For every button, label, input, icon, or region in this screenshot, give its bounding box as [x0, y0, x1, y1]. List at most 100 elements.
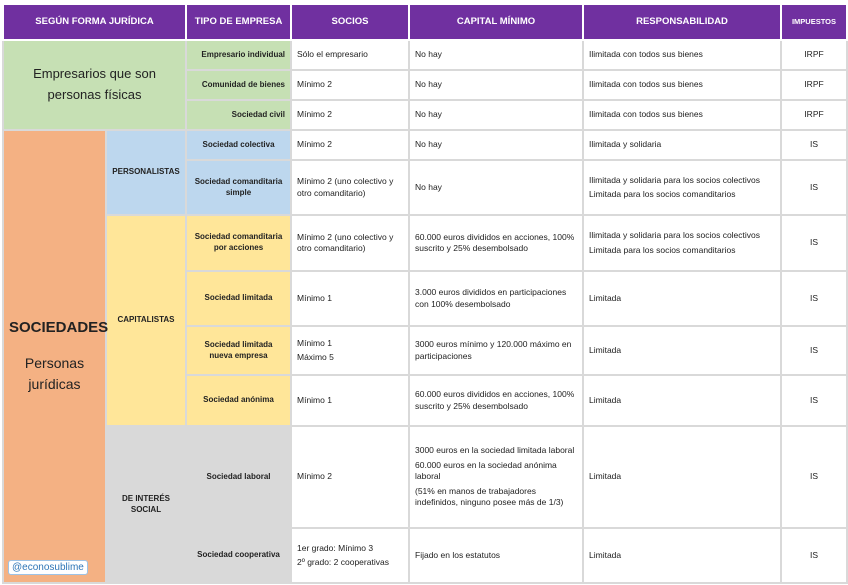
tipo-cell: Sociedad anónima	[185, 374, 292, 427]
socios-cell-line: Mínimo 1	[297, 394, 332, 405]
tipo-cell: Sociedad comanditaria simple	[185, 159, 292, 216]
socios-cell: Mínimo 1	[290, 270, 410, 327]
responsabilidad-cell: Limitada	[582, 527, 782, 584]
responsabilidad-cell: Ilimitada con todos sus bienes	[582, 39, 782, 71]
responsabilidad-cell-line: Ilimitada y solidaria para los socios co…	[589, 174, 761, 185]
table-row: CAPITALISTAS Sociedad comanditaria por ac…	[3, 214, 848, 427]
header-responsabilidad: RESPONSABILIDAD	[582, 3, 782, 41]
impuestos-cell: IS	[780, 527, 848, 584]
socios-cell-line: Mínimo 2 (uno colectivo y otro comandita…	[297, 231, 394, 253]
responsabilidad-cell: Limitada	[582, 374, 782, 427]
table-row: Comunidad de bienes Mínimo 2 No hay Ilimita…	[3, 69, 848, 101]
capital-cell: 3.000 euros divididos en participaciones…	[408, 270, 584, 327]
socios-cell-line: Mínimo 2	[297, 79, 332, 90]
responsabilidad-cell-line: Limitada para los socios comanditarios	[589, 189, 736, 199]
impuestos-cell: IRPF	[780, 99, 848, 131]
table-row: SOCIEDADES Personas jurídicas PERSONALISTA…	[2, 129, 848, 584]
socios-cell-line: Mínimo 2	[297, 471, 332, 482]
responsabilidad-cell-line: Limitada	[589, 394, 622, 405]
capital-cell-line: 60.000 euros en la sociedad anónima labo…	[415, 459, 557, 482]
capital-cell: No hay	[408, 129, 584, 161]
impuestos-cell: IS	[780, 374, 848, 427]
socios-cell-line: Mínimo 2	[297, 109, 332, 120]
table-row: Sociedad cooperativa 1er grado: Mínimo 3 2…	[3, 527, 848, 584]
socios-cell-line: Máximo 5	[297, 352, 334, 362]
responsabilidad-cell: Ilimitada y solidaria	[582, 129, 782, 161]
personas-fisicas-cell: Empresarios que son personas físicas	[2, 39, 187, 131]
impuestos-cell: IS	[780, 214, 848, 272]
capital-cell-line: No hay	[415, 139, 442, 150]
tipo-cell: Sociedad colectiva	[185, 129, 292, 161]
capital-cell-line: 60.000 euros divididos en acciones, 100%…	[415, 231, 575, 253]
sociedades-title: SOCIEDADES	[9, 319, 109, 337]
responsabilidad-cell-line: Ilimitada con todos sus bienes	[589, 49, 703, 60]
table-row: Sociedad civil Mínimo 2 No hay Ilimitada co…	[3, 99, 848, 131]
impuestos-cell: IS	[780, 159, 848, 216]
capital-cell-line: (51% en manos de trabajadores indefinido…	[415, 485, 564, 508]
group-capitalistas: CAPITALISTAS	[105, 214, 187, 427]
socios-cell-line: Mínimo 2	[297, 139, 332, 150]
capital-cell: No hay	[408, 99, 584, 131]
responsabilidad-cell-line: Limitada para los socios comanditarios	[589, 244, 736, 255]
responsabilidad-cell: Limitada	[582, 270, 782, 327]
socios-cell: Mínimo 1 Máximo 5	[290, 325, 410, 376]
capital-cell: 60.000 euros divididos en acciones, 100%…	[408, 214, 584, 272]
capital-cell: 60.000 euros divididos en acciones, 100%…	[408, 374, 584, 427]
socios-cell: 1er grado: Mínimo 3 2º grado: 2 cooperati…	[290, 527, 410, 584]
header-forma-juridica: SEGÚN FORMA JURÍDICA	[2, 3, 187, 41]
responsabilidad-cell-line: Limitada	[589, 549, 622, 560]
capital-cell-line: No hay	[415, 49, 442, 60]
responsabilidad-cell-line: Limitada	[589, 471, 622, 482]
socios-cell: Mínimo 2 (uno colectivo y otro comandita…	[290, 214, 410, 272]
impuestos-cell: IS	[780, 325, 848, 376]
responsabilidad-cell-line: Limitada	[589, 344, 622, 355]
capital-cell: 3000 euros en la sociedad limitada labor…	[408, 425, 584, 529]
socios-cell-line: 1er grado: Mínimo 3	[297, 542, 374, 553]
tipo-cell: Sociedad limitada nueva empresa	[185, 325, 292, 376]
header-tipo: TIPO DE EMPRESA	[185, 3, 292, 41]
company-types-table: SEGÚN FORMA JURÍDICA TIPO DE EMPRESA SOC…	[2, 3, 848, 584]
sociedades-subtitle: Personas jurídicas	[24, 354, 85, 392]
responsabilidad-cell: Ilimitada y solidaria para los socios co…	[582, 214, 782, 272]
impuestos-cell: IS	[780, 129, 848, 161]
capital-cell: No hay	[408, 39, 584, 71]
socios-cell-line: Mínimo 1	[297, 292, 332, 303]
socios-cell: Mínimo 2 (uno colectivo y otro comandita…	[290, 159, 410, 216]
socios-cell-line: 2º grado: 2 cooperativas	[297, 557, 389, 567]
responsabilidad-cell: Ilimitada y solidaria para los socios co…	[582, 159, 782, 216]
sociedades-cell: SOCIEDADES Personas jurídicas	[2, 129, 109, 584]
capital-cell: No hay	[408, 159, 584, 216]
socios-cell-line: Sólo el empresario	[297, 49, 368, 60]
capital-cell-line: Fijado en los estatutos	[415, 549, 501, 560]
tipo-cell: Sociedad comanditaria por acciones	[185, 214, 292, 272]
responsabilidad-cell-line: Limitada	[589, 292, 622, 303]
tipo-cell: Sociedad cooperativa	[185, 527, 292, 584]
capital-cell-line: No hay	[415, 181, 442, 192]
socios-cell: Mínimo 2	[290, 69, 410, 101]
responsabilidad-cell-line: Ilimitada y solidaria	[589, 139, 662, 150]
tipo-cell: Sociedad limitada	[185, 270, 292, 327]
responsabilidad-cell-line: Ilimitada con todos sus bienes	[589, 109, 703, 120]
group-personalistas: PERSONALISTAS	[105, 129, 187, 216]
responsabilidad-cell: Limitada	[582, 325, 782, 376]
responsabilidad-cell: Limitada	[582, 425, 782, 529]
capital-cell: Fijado en los estatutos	[408, 527, 584, 584]
impuestos-cell: IS	[780, 425, 848, 529]
impuestos-cell: IRPF	[780, 39, 848, 71]
capital-cell-line: 3000 euros mínimo y 120.000 máximo en pa…	[415, 339, 572, 361]
socios-cell: Mínimo 2	[290, 129, 410, 161]
capital-cell-line: 3000 euros en la sociedad limitada labor…	[415, 445, 575, 456]
capital-cell-line: 60.000 euros divididos en acciones, 100%…	[415, 389, 575, 411]
capital-cell: No hay	[408, 69, 584, 101]
impuestos-cell: IRPF	[780, 69, 848, 101]
table-row: Sociedad anónima Mínimo 1 60.000 euros div…	[3, 374, 848, 427]
table-row: Sociedad limitada Mínimo 1 3.000 euros div…	[3, 270, 848, 327]
header-capital: CAPITAL MÍNIMO	[408, 3, 584, 41]
socios-cell: Mínimo 2	[290, 99, 410, 131]
socios-cell-line: Mínimo 2 (uno colectivo y otro comandita…	[297, 176, 394, 198]
header-row: SEGÚN FORMA JURÍDICA TIPO DE EMPRESA SOC…	[2, 3, 848, 41]
responsabilidad-cell-line: Ilimitada con todos sus bienes	[589, 79, 703, 90]
tipo-cell: Sociedad laboral	[185, 425, 292, 529]
socios-cell-line: Mínimo 1	[297, 337, 332, 348]
tipo-cell: Sociedad civil	[185, 99, 292, 131]
